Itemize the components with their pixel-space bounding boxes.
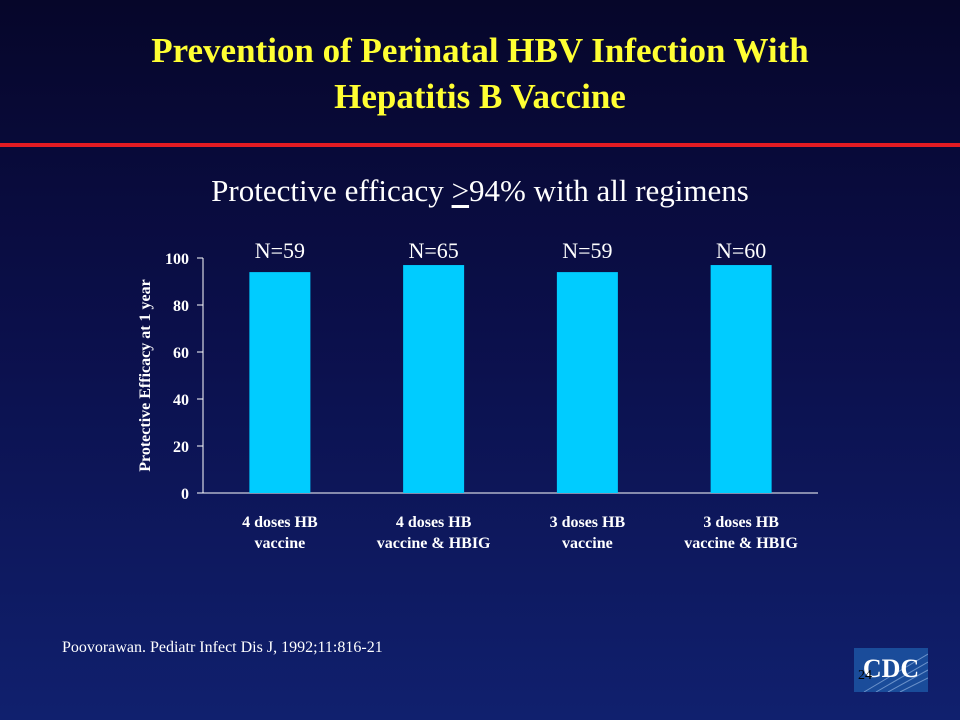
y-tick-label: 100 (165, 251, 189, 268)
y-tick-label: 80 (173, 298, 189, 315)
slide-title: Prevention of Perinatal HBV Infection Wi… (0, 28, 960, 120)
y-tick-label: 0 (181, 486, 189, 503)
cdc-logo: CDC (854, 648, 928, 692)
subtitle-greater-equal: > (451, 173, 470, 208)
x-category-label: 4 doses HB (242, 514, 318, 531)
subtitle-prefix: Protective efficacy (211, 173, 452, 208)
n-label: N=65 (408, 238, 458, 263)
y-tick-label: 20 (173, 439, 189, 456)
slide-number: 24 (858, 668, 872, 683)
citation: Poovorawan. Pediatr Infect Dis J, 1992;1… (62, 639, 383, 656)
n-label: N=60 (716, 238, 766, 263)
cdc-logo-text: CDC (863, 654, 919, 683)
title-line-2: Hepatitis B Vaccine (334, 77, 626, 116)
bar (249, 272, 311, 493)
x-category-label: vaccine & HBIG (684, 535, 798, 552)
x-category-label: 3 doses HB (550, 514, 626, 531)
x-category-label: vaccine & HBIG (377, 535, 491, 552)
title-line-1: Prevention of Perinatal HBV Infection Wi… (151, 31, 809, 70)
n-label: N=59 (562, 238, 612, 263)
bar (403, 265, 465, 493)
y-tick-label: 60 (173, 345, 189, 362)
x-category-label: vaccine (562, 535, 613, 552)
y-axis-label: Protective Efficacy at 1 year (137, 279, 154, 472)
bar (556, 272, 618, 493)
x-category-label: 3 doses HB (703, 514, 779, 531)
x-category-label: 4 doses HB (396, 514, 472, 531)
n-label: N=59 (255, 238, 305, 263)
x-category-label: vaccine (255, 535, 306, 552)
subtitle-suffix: 94% with all regimens (469, 173, 749, 208)
subtitle: Protective efficacy >94% with all regime… (0, 172, 960, 210)
y-tick-label: 40 (173, 392, 189, 409)
bar (710, 265, 772, 493)
title-divider (0, 143, 960, 147)
